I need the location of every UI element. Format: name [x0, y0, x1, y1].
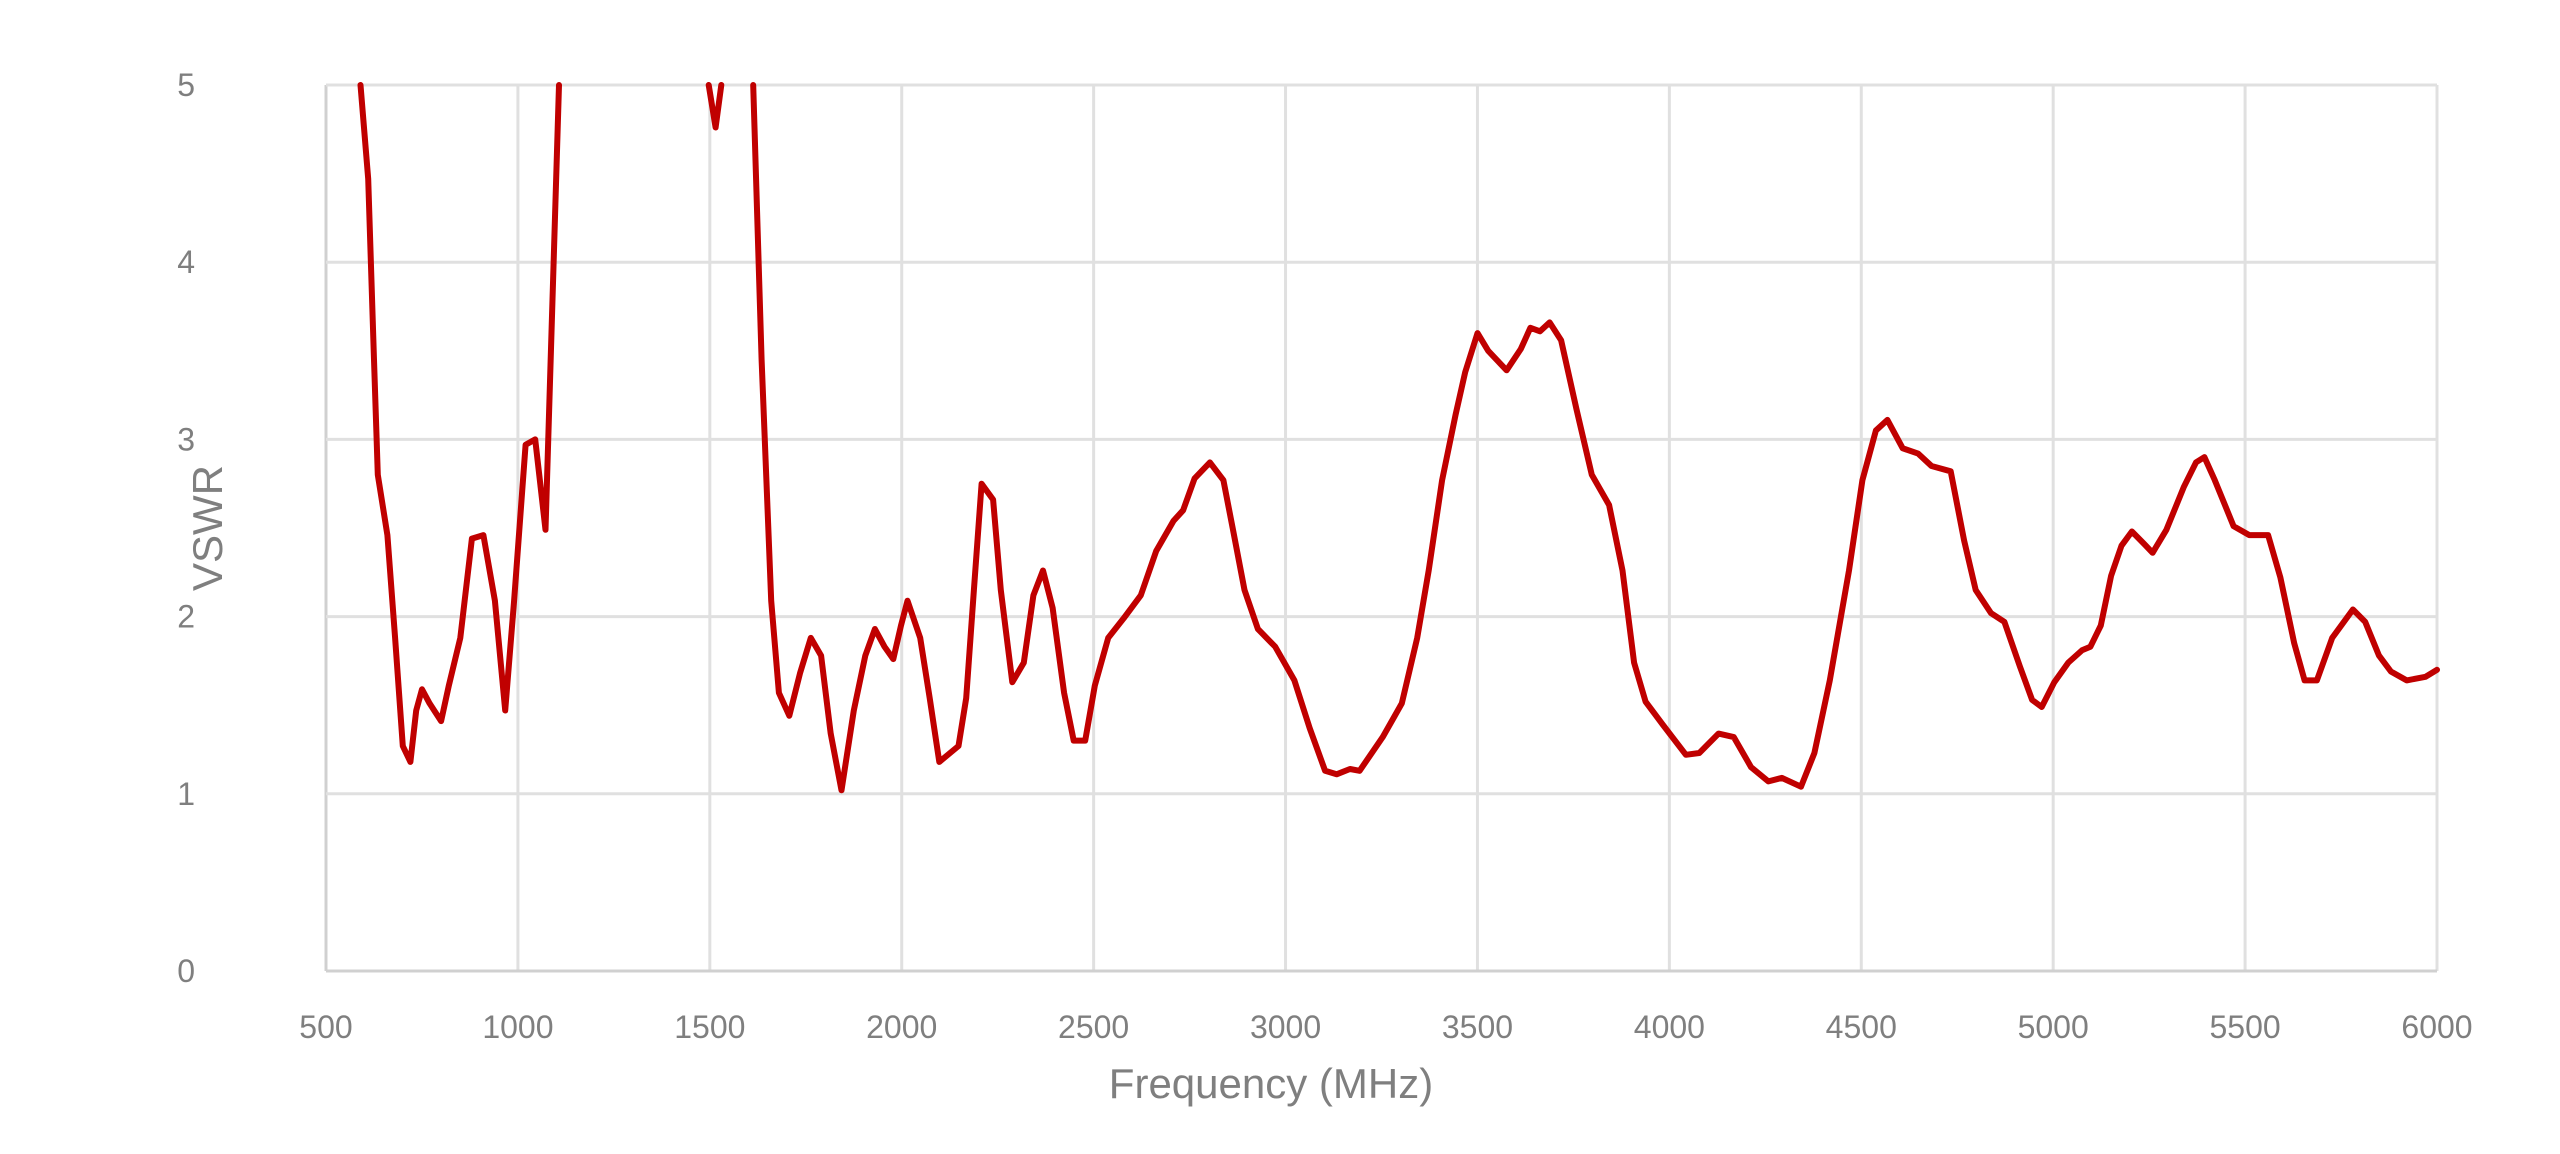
- grid: [324, 83, 2439, 973]
- tick-labels: 500 1000 1500 2000 2500 3000 3500 4000 4500 5000 5…: [177, 67, 2472, 1045]
- x-tick-label: 2500: [1058, 1009, 1129, 1045]
- y-tick-label: 4: [177, 244, 195, 280]
- vswr-line-segment: [705, 82, 725, 131]
- x-tick-label: 2000: [866, 1009, 937, 1045]
- vswr-line-segment: [357, 82, 562, 765]
- vswr-line-segment: [750, 82, 2440, 794]
- x-tick-label: 1000: [482, 1009, 553, 1045]
- x-tick-label: 6000: [2401, 1009, 2472, 1045]
- x-tick-label: 3000: [1250, 1009, 1321, 1045]
- x-axis-title: Frequency (MHz): [1109, 1060, 1433, 1107]
- y-tick-label: 0: [177, 953, 195, 989]
- y-tick-label: 1: [177, 776, 195, 812]
- x-tick-label: 5500: [2209, 1009, 2280, 1045]
- x-tick-label: 4000: [1634, 1009, 1705, 1045]
- y-axis-title: VSWR: [184, 465, 231, 591]
- x-tick-label: 500: [299, 1009, 352, 1045]
- y-tick-label: 3: [177, 421, 195, 457]
- y-tick-label: 2: [177, 599, 195, 635]
- x-tick-label: 5000: [2018, 1009, 2089, 1045]
- x-tick-label: 4500: [1826, 1009, 1897, 1045]
- y-tick-label: 5: [177, 67, 195, 103]
- x-tick-label: 3500: [1442, 1009, 1513, 1045]
- series-lines: [357, 82, 2440, 794]
- x-tick-label: 1500: [674, 1009, 745, 1045]
